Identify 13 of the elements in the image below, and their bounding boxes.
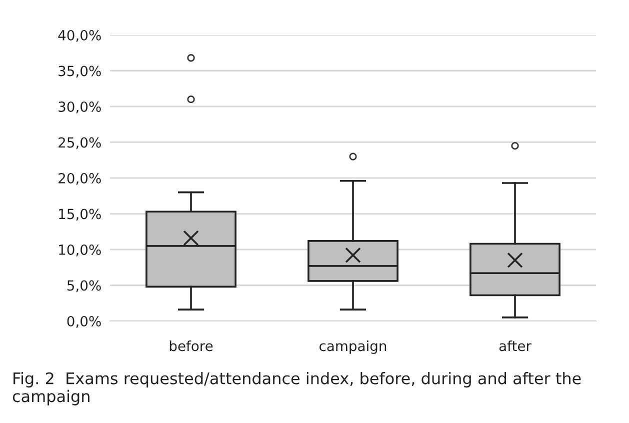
y-tick-label: 10,0% [59,244,101,256]
y-tick-label: 20,0% [58,172,101,185]
y-tick-label: 35,0% [58,66,101,78]
y-tick-label: 0,0% [67,316,101,328]
x-tick-label: campaign [320,340,386,354]
y-tick-label: 40,0% [58,30,101,42]
y-tick-label: 15,0% [59,208,101,221]
caption: Fig. 2 Exams requested/attendance index, before, during and after the campaign [12,372,581,406]
y-tick-label: 30,0% [58,101,101,114]
y-tick-label: 5,0% [67,280,101,292]
x-tick-label: after [499,340,532,352]
y-tick-label: 25,0% [58,137,101,150]
x-tick-label: before [170,340,213,352]
